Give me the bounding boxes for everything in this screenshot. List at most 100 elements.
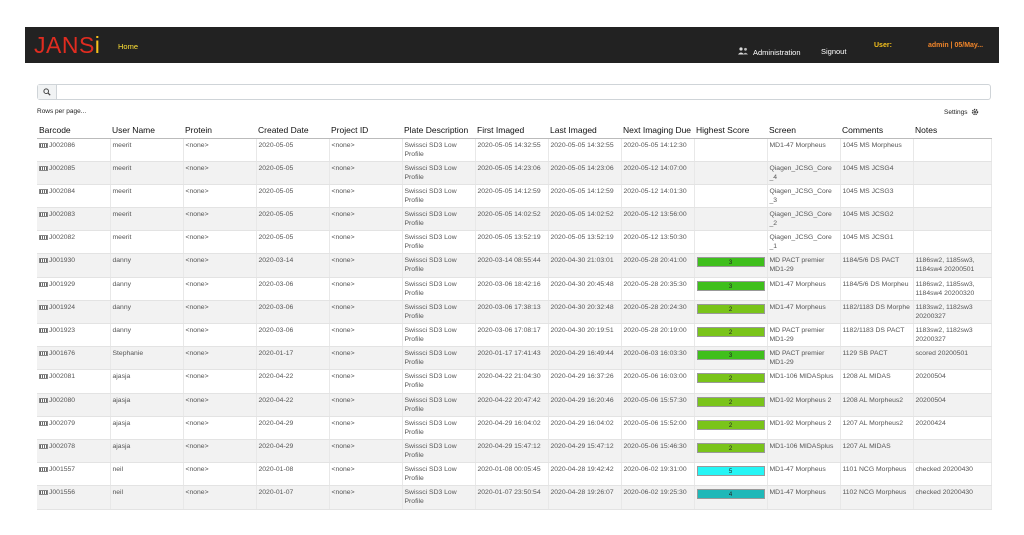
score-badge[interactable]: 2: [696, 442, 765, 453]
cell-comments: 1208 AL Morpheus2: [840, 393, 914, 417]
col-header-next-imaging-due[interactable]: Next Imaging Due: [621, 123, 694, 139]
cell-highest-score: 2: [694, 300, 768, 325]
table-row[interactable]: J001929 danny <none> 2020-03-06 <none> Swissc…: [37, 277, 992, 301]
table-row[interactable]: J001930 danny <none> 2020-03-14 <none> Swissc…: [37, 253, 992, 278]
cell-plate-description: Swissci SD3 Low Profile: [402, 439, 476, 464]
cell-barcode[interactable]: J002083: [37, 207, 111, 232]
table-row[interactable]: J002079 ajasja <none> 2020-04-29 <none> Swiss…: [37, 416, 992, 440]
home-link[interactable]: Home: [118, 42, 139, 51]
cell-notes: [913, 207, 992, 232]
col-header-screen[interactable]: Screen: [767, 123, 840, 139]
barcode-wrap: J002084: [39, 187, 108, 196]
col-header-notes[interactable]: Notes: [913, 123, 991, 139]
cell-highest-score: 2: [694, 369, 768, 394]
cell-barcode[interactable]: J002080: [37, 393, 111, 417]
cell-barcode[interactable]: J001930: [37, 253, 111, 278]
col-header-plate-description[interactable]: Plate Description: [402, 123, 475, 139]
col-header-last-imaged[interactable]: Last Imaged: [548, 123, 621, 139]
col-header-highest-score[interactable]: Highest Score: [694, 123, 767, 139]
table-row[interactable]: J001923 danny <none> 2020-03-06 <none> Swissc…: [37, 323, 992, 348]
score-badge[interactable]: 2: [696, 396, 765, 407]
cell-user-name: meerit: [110, 207, 184, 232]
barcode-text: J002078: [49, 442, 76, 450]
barcode-icon: [39, 351, 48, 357]
cell-first-imaged: 2020-04-29 16:04:02: [475, 416, 549, 440]
search-button[interactable]: [38, 85, 57, 99]
cell-highest-score: [694, 184, 768, 209]
cell-comments: 1184/5/6 DS Morpheu: [840, 277, 914, 301]
col-header-protein[interactable]: Protein: [183, 123, 256, 139]
cell-plate-description: Swissci SD3 Low Profile: [402, 485, 476, 510]
table-row[interactable]: J002084 meerit <none> 2020-05-05 <none> Swiss…: [37, 184, 992, 209]
cell-barcode[interactable]: J001929: [37, 277, 111, 301]
cell-first-imaged: 2020-04-22 21:04:30: [475, 369, 549, 394]
cell-barcode[interactable]: J002086: [37, 138, 111, 162]
score-badge[interactable]: 2: [696, 373, 765, 384]
cell-barcode[interactable]: J002085: [37, 161, 111, 185]
cell-barcode[interactable]: J001923: [37, 323, 111, 348]
score-badge[interactable]: 2: [696, 327, 765, 337]
table-row[interactable]: J002083 meerit <none> 2020-05-05 <none> Swiss…: [37, 207, 992, 232]
col-header-project-id[interactable]: Project ID: [329, 123, 402, 139]
cell-barcode[interactable]: J001924: [37, 300, 111, 325]
rows-per-page-dropdown[interactable]: Rows per page...: [37, 108, 87, 115]
cell-first-imaged: 2020-01-08 00:05:45: [475, 462, 549, 487]
score-badge[interactable]: 3: [696, 257, 765, 268]
col-header-comments[interactable]: Comments: [840, 123, 913, 139]
cell-barcode[interactable]: J002081: [37, 369, 111, 394]
barcode-wrap: J002083: [39, 210, 108, 219]
barcode-text: J002081: [49, 373, 76, 381]
col-header-user-name[interactable]: User Name: [110, 123, 183, 139]
cell-barcode[interactable]: J001557: [37, 462, 111, 487]
score-badge[interactable]: 3: [696, 350, 765, 361]
score-badge[interactable]: 2: [696, 303, 765, 314]
score-badge[interactable]: 2: [696, 419, 765, 430]
col-header-first-imaged[interactable]: First Imaged: [475, 123, 548, 139]
cell-barcode[interactable]: J002082: [37, 230, 111, 255]
cell-barcode[interactable]: J002078: [37, 439, 111, 464]
score-badge[interactable]: 3: [696, 280, 765, 291]
cell-highest-score: 3: [694, 253, 768, 278]
cell-screen: MD1-92 Morpheus 2: [767, 393, 841, 417]
cell-first-imaged: 2020-05-05 14:32:55: [475, 138, 549, 162]
col-header-barcode[interactable]: Barcode: [37, 123, 110, 139]
cell-next-imaging-due: 2020-05-28 20:35:30: [621, 277, 695, 301]
cell-comments: 1182/1183 DS Morphe: [840, 300, 914, 325]
administration-link[interactable]: Administration: [737, 47, 801, 57]
table-row[interactable]: J002086 meerit <none> 2020-05-05 <none> Swiss…: [37, 138, 992, 162]
table-row[interactable]: J002082 meerit <none> 2020-05-05 <none> Swiss…: [37, 230, 992, 255]
table-row[interactable]: J002081 ajasja <none> 2020-04-22 <none> Swiss…: [37, 369, 992, 394]
table-row[interactable]: J001924 danny <none> 2020-03-06 <none> Swissc…: [37, 300, 992, 325]
barcode-wrap: J001929: [39, 280, 108, 289]
table-row[interactable]: J001557 neil <none> 2020-01-08 <none> Swissci…: [37, 462, 992, 487]
score-badge[interactable]: 4: [696, 489, 765, 500]
cell-first-imaged: 2020-03-14 08:55:44: [475, 253, 549, 278]
search-input[interactable]: [60, 86, 980, 98]
cell-created-date: 2020-01-17: [256, 346, 330, 371]
signout-link[interactable]: Signout: [821, 47, 847, 56]
barcode-text: J001556: [49, 489, 76, 497]
score-badge[interactable]: 5: [696, 466, 765, 477]
cell-protein: <none>: [183, 416, 257, 440]
col-header-created-date[interactable]: Created Date: [256, 123, 329, 139]
table-row[interactable]: J001556 neil <none> 2020-01-07 <none> Swissci…: [37, 485, 992, 510]
table-row[interactable]: J002085 meerit <none> 2020-05-05 <none> Swiss…: [37, 161, 992, 185]
table-row[interactable]: J001676 Stephanie <none> 2020-01-17 <none> Sw…: [37, 346, 992, 371]
settings-button[interactable]: Settings: [944, 108, 979, 116]
jansi-logo[interactable]: JANSi: [34, 33, 100, 57]
cell-comments: 1102 NCG Morpheus: [840, 485, 914, 510]
barcode-icon: [39, 235, 48, 241]
cell-project-id: <none>: [329, 161, 403, 185]
table-row[interactable]: J002078 ajasja <none> 2020-04-29 <none> Swiss…: [37, 439, 992, 464]
cell-barcode[interactable]: J002084: [37, 184, 111, 209]
cell-screen: Qiagen_JCSG_Core _4: [767, 161, 841, 185]
cell-barcode[interactable]: J001676: [37, 346, 111, 371]
table-row[interactable]: J002080 ajasja <none> 2020-04-22 <none> Swiss…: [37, 393, 992, 417]
cell-user-name: danny: [110, 323, 184, 348]
cell-barcode[interactable]: J002079: [37, 416, 111, 440]
cell-barcode[interactable]: J001556: [37, 485, 111, 510]
search-bar: [37, 84, 991, 100]
user-value[interactable]: admin | 05/May...: [928, 42, 984, 49]
cell-notes: checked 20200430: [913, 462, 992, 487]
cell-project-id: <none>: [329, 416, 403, 440]
